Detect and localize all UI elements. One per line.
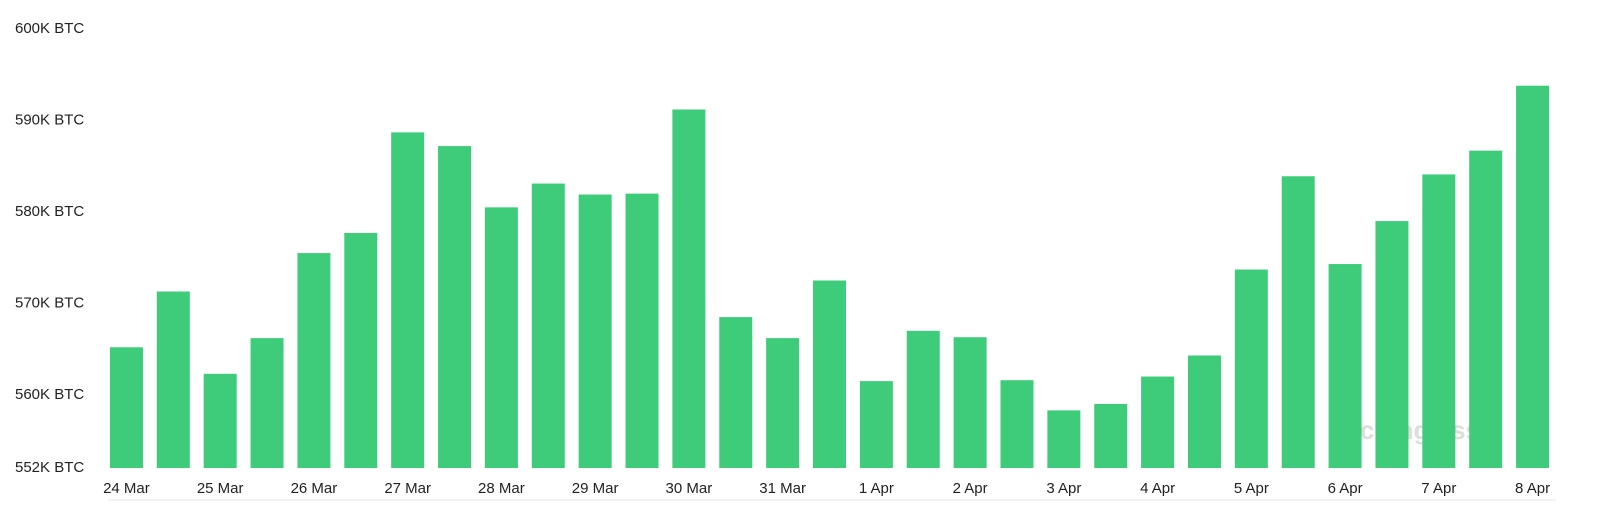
bar <box>1328 264 1362 468</box>
x-tick-label: 3 Apr <box>1046 480 1081 497</box>
bar <box>1047 410 1081 468</box>
y-tick-label: 560K BTC <box>15 386 84 403</box>
bar <box>1516 85 1550 469</box>
y-tick-label: 552K BTC <box>15 459 84 476</box>
y-tick-label: 600K BTC <box>15 20 84 37</box>
x-tick-label: 27 Mar <box>384 480 431 497</box>
bar <box>625 193 659 468</box>
bar <box>391 132 425 469</box>
x-tick-label: 5 Apr <box>1234 480 1269 497</box>
x-tick-label: 1 Apr <box>859 480 894 497</box>
bar <box>344 232 378 468</box>
bar <box>250 338 284 468</box>
bar <box>578 194 612 468</box>
x-tick-label: 6 Apr <box>1328 480 1363 497</box>
bar <box>859 381 893 468</box>
bar <box>719 317 753 468</box>
y-tick-label: 580K BTC <box>15 203 84 220</box>
bar <box>1469 150 1503 468</box>
x-tick-label: 26 Mar <box>291 480 338 497</box>
bar <box>1234 269 1268 468</box>
bar <box>297 253 331 468</box>
x-tick-label: 4 Apr <box>1140 480 1175 497</box>
bar <box>484 207 518 468</box>
x-tick-label: 24 Mar <box>103 480 150 497</box>
bar <box>1094 403 1128 468</box>
bar <box>1422 174 1456 468</box>
bar <box>1375 221 1409 468</box>
x-tick-label: 31 Mar <box>759 480 806 497</box>
bar <box>766 338 800 468</box>
x-tick-label: 29 Mar <box>572 480 619 497</box>
y-tick-label: 570K BTC <box>15 294 84 311</box>
bar <box>1281 176 1315 468</box>
bar <box>156 291 190 468</box>
x-tick-label: 25 Mar <box>197 480 244 497</box>
x-tick-label: 8 Apr <box>1515 480 1550 497</box>
bar <box>438 146 472 469</box>
bar <box>953 337 987 468</box>
bar <box>109 347 143 468</box>
bar <box>906 330 940 468</box>
bar <box>1141 376 1175 468</box>
bar <box>672 109 706 468</box>
bar <box>531 183 565 469</box>
y-tick-label: 590K BTC <box>15 111 84 128</box>
x-tick-label: 30 Mar <box>666 480 713 497</box>
bar <box>1000 380 1034 468</box>
bar <box>813 280 846 468</box>
bar <box>203 373 237 468</box>
x-tick-label: 28 Mar <box>478 480 525 497</box>
x-tick-label: 7 Apr <box>1421 480 1456 497</box>
bar <box>1187 355 1221 468</box>
x-tick-label: 2 Apr <box>953 480 988 497</box>
